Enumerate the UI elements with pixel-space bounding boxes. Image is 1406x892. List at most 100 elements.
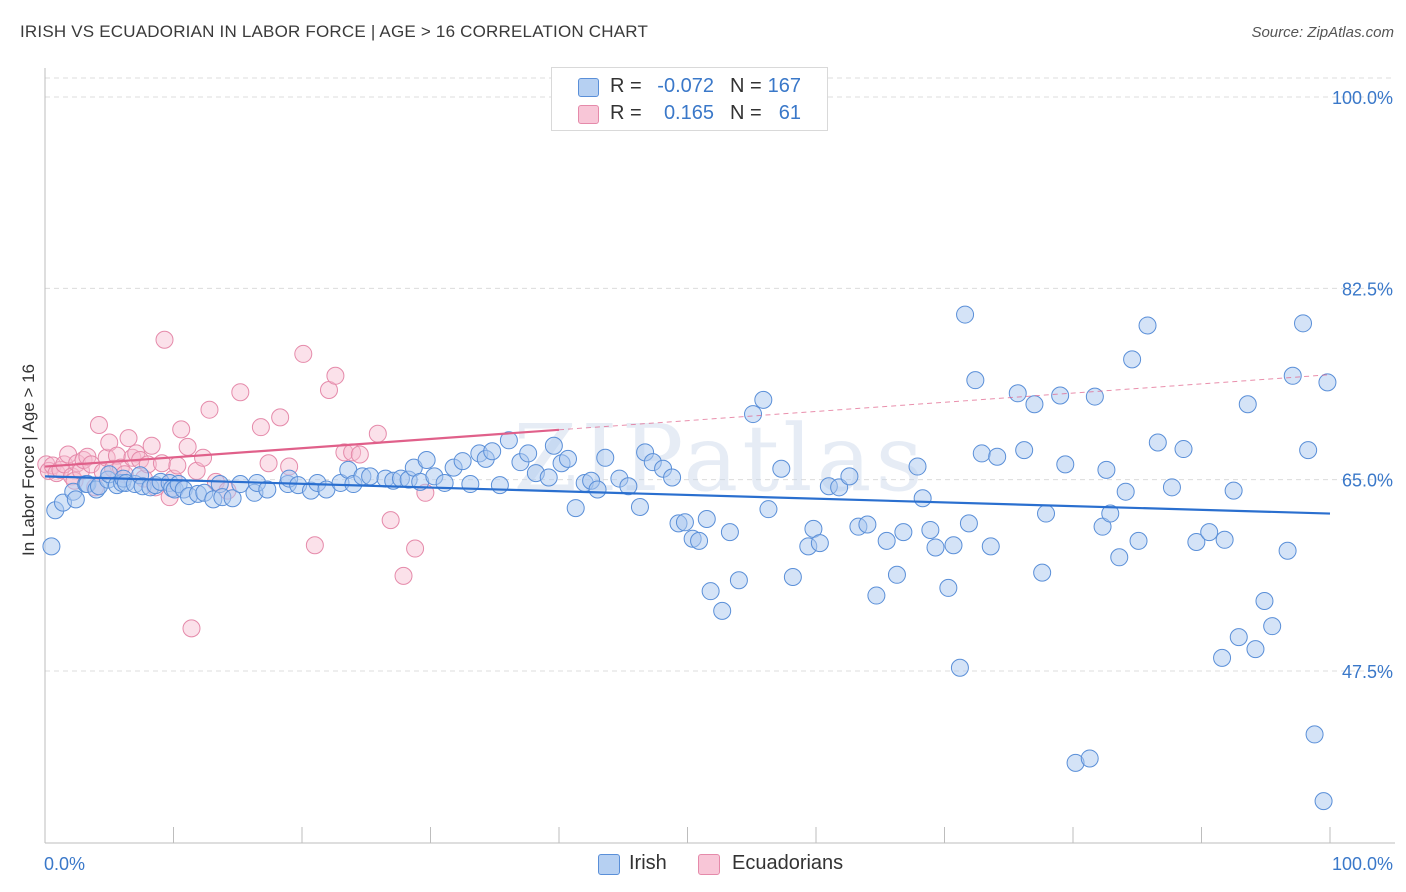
irish-point: [1148, 433, 1167, 452]
x-tick-label: 0.0%: [44, 854, 85, 874]
irish-point: [596, 448, 615, 467]
ecuadorians-point: [155, 330, 174, 349]
ecuadorians-trend-line: [44, 428, 560, 468]
irish-point: [1138, 316, 1157, 335]
legend-n-label: N =: [730, 102, 762, 124]
irish-point: [988, 447, 1007, 466]
irish-point: [675, 513, 694, 532]
chart-title: IRISH VS ECUADORIAN IN LABOR FORCE | AGE…: [20, 22, 649, 41]
irish-point: [1085, 387, 1104, 406]
ecuadorians-point: [350, 445, 369, 464]
irish-point: [830, 478, 849, 497]
ecuadorians-point: [119, 429, 138, 448]
ecuadorians-point: [142, 436, 161, 455]
ecuadorians-points: [37, 330, 435, 638]
legend-row-irish: R = -0.072 N = 167: [552, 74, 827, 100]
irish-points: [42, 305, 1337, 811]
legend-label-irish: Irish: [629, 852, 667, 874]
irish-point: [950, 658, 969, 677]
irish-swatch-icon: [578, 78, 599, 97]
y-tick-label: 82.5%: [1342, 279, 1393, 299]
irish-point: [1033, 563, 1052, 582]
irish-point: [1238, 395, 1257, 414]
ecuadorians-point: [335, 443, 354, 462]
ecuadorians-point: [178, 437, 197, 456]
ecuadorians-point: [294, 344, 313, 363]
irish-point: [1200, 523, 1219, 542]
irish-point: [1299, 441, 1318, 460]
legend-r-value: -0.072: [657, 75, 714, 97]
irish-point: [894, 523, 913, 542]
irish-point: [1037, 504, 1056, 523]
irish-point: [887, 565, 906, 584]
irish-point: [539, 468, 558, 487]
irish-point: [66, 490, 85, 509]
irish-point: [690, 531, 709, 550]
irish-point: [858, 515, 877, 534]
irish-point: [1294, 314, 1313, 333]
irish-point: [1097, 460, 1116, 479]
irish-point: [1116, 482, 1135, 501]
irish-point: [490, 476, 509, 495]
ecuadorians-point: [305, 536, 324, 555]
irish-swatch-icon: [598, 854, 620, 875]
irish-point: [1162, 478, 1181, 497]
irish-point: [258, 480, 277, 499]
irish-point: [1246, 640, 1265, 659]
irish-point: [630, 498, 649, 516]
irish-point: [519, 444, 538, 463]
legend-r-value: 0.165: [663, 102, 714, 124]
irish-point: [663, 468, 682, 487]
irish-point: [908, 457, 927, 476]
y-tick-label: 65.0%: [1342, 471, 1393, 491]
irish-point: [939, 578, 958, 597]
grid-layer: [45, 77, 1395, 672]
ecuadorians-point: [326, 366, 345, 385]
irish-point: [744, 405, 763, 424]
irish-point: [1255, 592, 1274, 611]
irish-point: [944, 536, 963, 555]
ecuadorians-point: [271, 408, 290, 427]
irish-point: [1008, 384, 1027, 403]
irish-point: [1051, 386, 1070, 405]
irish-point: [981, 537, 1000, 556]
irish-point: [1174, 440, 1193, 459]
ecuadorians-point: [251, 418, 270, 437]
y-axis-title: In Labor Force | Age > 16: [19, 364, 38, 556]
legend-r-label: R =: [610, 102, 642, 124]
irish-point: [1305, 725, 1324, 744]
irish-point: [1110, 548, 1129, 567]
x-tick-label: 100.0%: [1332, 854, 1393, 874]
irish-point: [713, 601, 732, 620]
irish-point: [701, 582, 720, 601]
legend-n-value: 167: [767, 75, 801, 97]
irish-point: [926, 538, 945, 557]
ecuadorians-point: [168, 456, 187, 475]
irish-trend-line: [44, 475, 1331, 515]
ecuadorians-point: [172, 420, 191, 439]
watermark: ZIPatlas: [513, 405, 926, 512]
irish-point: [972, 444, 991, 463]
irish-point: [223, 489, 242, 508]
irish-point: [1101, 504, 1120, 523]
irish-point: [361, 467, 380, 486]
irish-point: [42, 537, 61, 556]
ecuadorians-point: [231, 383, 250, 402]
correlation-legend: R = -0.072 N = 167 R = 0.165 N = 61: [551, 67, 828, 131]
irish-point: [956, 305, 975, 324]
ecuadorians-point: [406, 539, 425, 558]
irish-point: [720, 523, 739, 542]
irish-point: [1129, 531, 1148, 550]
ecuadorians-point: [89, 416, 108, 434]
irish-point: [877, 531, 896, 550]
irish-point: [697, 510, 716, 529]
ecuadorians-point: [107, 446, 126, 465]
ecuadorians-point: [187, 461, 206, 480]
label-layer: 47.5% 65.0% 82.5% 100.0% 0.0% 100.0% In Labor …: [19, 88, 1393, 874]
irish-point: [461, 475, 480, 494]
ecuadorians-point: [394, 566, 413, 585]
irish-point: [1224, 481, 1243, 500]
irish-point: [1318, 373, 1337, 392]
ecuadorians-point: [368, 424, 387, 443]
